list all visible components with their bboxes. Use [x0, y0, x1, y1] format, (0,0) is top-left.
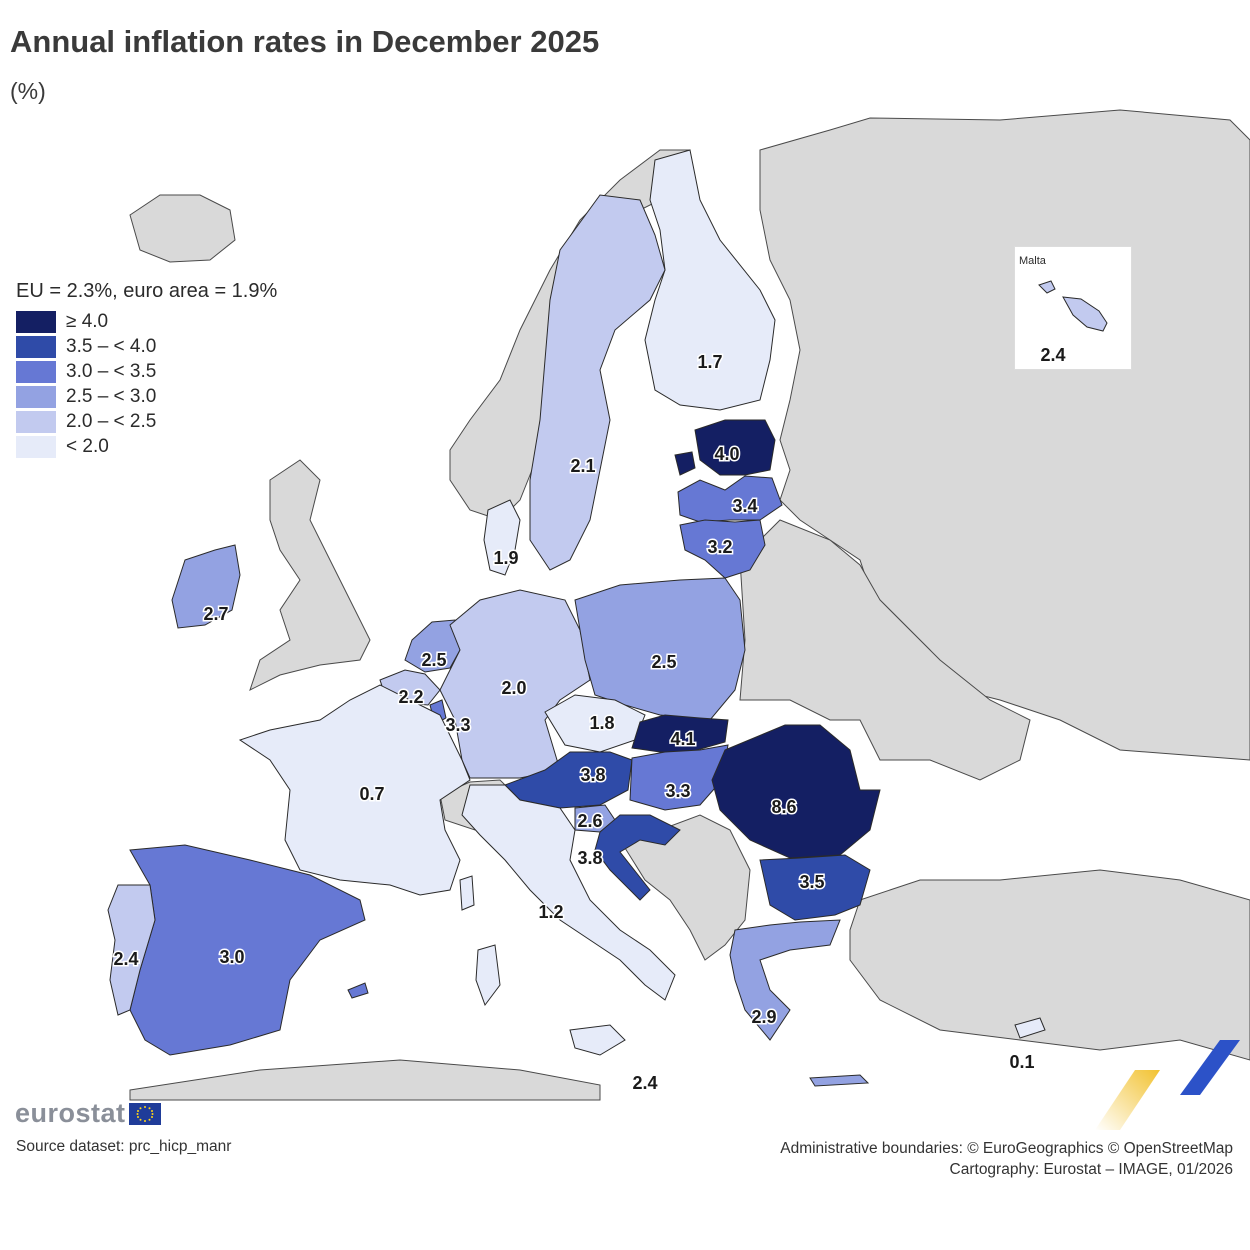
legend-item: 3.0 – < 3.5	[16, 359, 277, 384]
country-germany[interactable]	[439, 589, 591, 779]
legend-label: 2.5 – < 3.0	[66, 385, 157, 407]
country-estonia[interactable]	[694, 419, 776, 476]
country-ireland[interactable]	[171, 544, 241, 629]
legend-swatch	[16, 360, 56, 383]
logo-text: eurostat	[15, 1098, 126, 1128]
value-label-greece: 2.9	[751, 1007, 776, 1027]
map-title: Annual inflation rates in December 2025	[10, 24, 600, 59]
country-crete[interactable]	[809, 1074, 870, 1087]
value-label-poland: 2.5	[651, 652, 676, 672]
country-poland[interactable]	[574, 577, 746, 721]
legend-label: ≥ 4.0	[66, 310, 109, 332]
legend-swatch	[16, 410, 56, 433]
legend-item: 2.0 – < 2.5	[16, 409, 277, 434]
value-label-denmark: 1.9	[493, 548, 518, 568]
belarus-ukraine-region	[739, 519, 1031, 781]
legend-label: 3.0 – < 3.5	[66, 360, 157, 382]
country-corsica[interactable]	[459, 875, 475, 911]
credit-cartography: Cartography: Eurostat – IMAGE, 01/2026	[949, 1161, 1233, 1178]
value-label-malta-sea: 2.4	[632, 1073, 657, 1093]
legend: EU = 2.3%, euro area = 1.9% ≥ 4.0 3.5 – …	[16, 280, 277, 459]
legend-item: < 2.0	[16, 434, 277, 459]
value-label-czechia: 1.8	[589, 713, 614, 733]
country-slovakia[interactable]	[631, 714, 729, 753]
country-finland[interactable]	[644, 149, 776, 411]
value-label-luxembourg: 3.3	[445, 715, 470, 735]
map-unit: (%)	[10, 78, 46, 104]
value-label-spain: 3.0	[219, 947, 244, 967]
country-bulgaria[interactable]	[759, 854, 871, 921]
credit-boundaries: Administrative boundaries: © EuroGeograp…	[780, 1140, 1233, 1157]
value-label-sweden: 2.1	[570, 456, 595, 476]
malta-inset-title: Malta	[1019, 255, 1046, 267]
north-africa-region	[129, 1059, 601, 1101]
value-label-netherlands: 2.5	[421, 650, 446, 670]
legend-item: 3.5 – < 4.0	[16, 334, 277, 359]
value-label-bulgaria: 3.5	[799, 872, 824, 892]
country-italy[interactable]	[461, 784, 676, 1001]
value-label-croatia: 3.8	[577, 848, 602, 868]
legend-label: < 2.0	[66, 435, 109, 457]
country-france[interactable]	[238, 684, 471, 896]
value-label-romania: 8.6	[771, 797, 796, 817]
country-estonia-island[interactable]	[674, 451, 696, 476]
country-balearics[interactable]	[347, 982, 369, 999]
malta-shape	[1038, 280, 1108, 332]
legend-label: 3.5 – < 4.0	[66, 335, 157, 357]
value-label-germany: 2.0	[501, 678, 526, 698]
legend-title: EU = 2.3%, euro area = 1.9%	[16, 280, 278, 302]
credits: Administrative boundaries: © EuroGeograp…	[780, 1138, 1233, 1180]
country-lithuania[interactable]	[679, 519, 766, 579]
uk-region	[249, 459, 371, 691]
value-label-lithuania: 3.2	[707, 537, 732, 557]
country-croatia[interactable]	[594, 814, 681, 901]
iceland-region	[129, 194, 236, 263]
malta-inset-value: 2.4	[1040, 345, 1066, 365]
legend-swatch	[16, 385, 56, 408]
value-label-latvia: 3.4	[732, 496, 757, 516]
country-latvia[interactable]	[677, 475, 783, 523]
value-label-belgium: 2.2	[398, 687, 423, 707]
malta-inset: Malta 2.4	[1014, 246, 1132, 370]
value-label-hungary: 3.3	[665, 781, 690, 801]
country-denmark[interactable]	[483, 499, 521, 576]
value-label-estonia: 4.0	[714, 444, 739, 464]
country-sicily[interactable]	[569, 1024, 626, 1056]
value-label-slovenia: 2.6	[577, 811, 602, 831]
member-states	[107, 149, 1046, 1087]
decorative-stripes-icon	[1095, 1040, 1240, 1130]
value-label-portugal: 2.4	[113, 949, 138, 969]
value-label-ireland: 2.7	[203, 604, 228, 624]
country-sardinia[interactable]	[475, 944, 501, 1007]
legend-swatch	[16, 435, 56, 458]
country-cyprus[interactable]	[1014, 1017, 1046, 1039]
value-label-slovakia: 4.1	[670, 729, 695, 749]
eu-flag-icon	[128, 1102, 161, 1125]
legend-item: ≥ 4.0	[16, 309, 277, 334]
eurostat-logo: eurostat	[15, 1098, 161, 1129]
turkey-region	[849, 869, 1250, 1061]
country-greece[interactable]	[729, 919, 841, 1041]
value-label-cyprus: 0.1	[1009, 1052, 1034, 1072]
country-sweden[interactable]	[529, 194, 666, 571]
value-labels: 1.7 2.1 4.0 3.4 3.2 1.9 2.7 2.5 2.2 3.3 …	[112, 351, 1036, 1095]
value-label-finland: 1.7	[697, 352, 722, 372]
legend-swatch	[16, 310, 56, 333]
value-label-france: 0.7	[359, 784, 384, 804]
country-portugal[interactable]	[107, 884, 156, 1016]
value-label-austria: 3.8	[580, 765, 605, 785]
value-label-italy: 1.2	[538, 902, 563, 922]
legend-item: 2.5 – < 3.0	[16, 384, 277, 409]
country-romania[interactable]	[711, 724, 881, 859]
country-malta[interactable]	[1038, 280, 1108, 332]
source-note: Source dataset: prc_hicp_manr	[16, 1138, 232, 1155]
legend-swatch	[16, 335, 56, 358]
legend-label: 2.0 – < 2.5	[66, 410, 157, 432]
